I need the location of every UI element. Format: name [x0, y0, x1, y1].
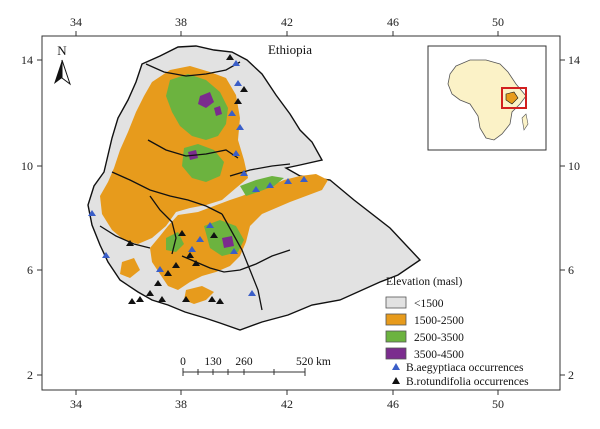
aegyptiaca-point [188, 246, 196, 252]
aegyptiaca-point [88, 210, 96, 216]
north-label: N [57, 43, 67, 58]
legend-swatch-3500-4500 [385, 347, 407, 360]
rotundifolia-point [208, 296, 216, 302]
aegyptiaca-point [300, 176, 308, 182]
aegyptiaca-point [240, 170, 248, 176]
rotundifolia-point [126, 240, 134, 246]
aegyptiaca-point [252, 186, 260, 192]
rotundifolia-point [172, 262, 180, 268]
ethiopia-highlight-box [501, 87, 527, 109]
rotundifolia-point [216, 298, 224, 304]
aegyptiaca-point [156, 266, 164, 272]
aegyptiaca-point [196, 236, 204, 242]
legend-aegyptiaca-icon [392, 363, 400, 370]
aegyptiaca-point [266, 182, 274, 188]
elevation-3500-4500 [188, 92, 234, 248]
aegyptiaca-point [248, 290, 256, 296]
x-tick-top-42: 42 [281, 15, 293, 29]
rotundifolia-point [136, 296, 144, 302]
x-tick-top-38: 38 [175, 15, 187, 29]
y-tick-right-6: 6 [568, 263, 574, 277]
legend-label-aegyptiaca: B.aegyptiaca occurrences [406, 362, 524, 374]
rotundifolia-point [182, 296, 190, 302]
y-tick-left-10: 10 [21, 159, 33, 173]
aegyptiaca-point [236, 124, 244, 130]
legend-label-lt1500: <1500 [414, 298, 444, 310]
africa-inset-map [427, 45, 547, 151]
rotundifolia-point [240, 86, 248, 92]
y-tick-right-2: 2 [568, 368, 574, 382]
x-axis-ticks [75, 31, 499, 395]
aegyptiaca-point [102, 252, 110, 258]
scale-label-130: 130 [204, 356, 222, 368]
y-tick-left-2: 2 [27, 368, 33, 382]
legend-swatch-1500-2500 [385, 313, 407, 326]
b-aegyptiaca-occurrences [88, 60, 308, 296]
y-tick-right-14: 14 [568, 53, 580, 67]
elevation-2500-3500 [166, 74, 284, 256]
africa-continent-shape [447, 59, 527, 141]
north-arrow-icon [54, 59, 71, 86]
rotundifolia-point [226, 54, 234, 60]
legend-swatch-2500-3500 [385, 330, 407, 343]
legend-title: Elevation (masl) [386, 276, 462, 288]
rotundifolia-point [178, 230, 186, 236]
scale-label-260: 260 [235, 356, 253, 368]
legend-label-2500-3500: 2500-3500 [414, 332, 464, 344]
x-tick-top-46: 46 [387, 15, 399, 29]
b-rotundifolia-occurrences [126, 54, 248, 304]
legend-swatch-lt1500 [385, 296, 407, 309]
y-axis-ticks [37, 59, 565, 376]
rotundifolia-point [158, 296, 166, 302]
aegyptiaca-point [234, 80, 242, 86]
legend: Elevation (masl) <1500 1500-2500 2500-35… [385, 276, 529, 388]
rotundifolia-point [146, 290, 154, 296]
legend-label-3500-4500: 3500-4500 [414, 349, 464, 361]
x-tick-bottom-38: 38 [175, 397, 187, 411]
rotundifolia-point [234, 98, 242, 104]
y-tick-left-14: 14 [21, 53, 33, 67]
legend-label-rotundifolia: B.rotundifolia occurrences [406, 376, 529, 388]
rotundifolia-point [186, 252, 194, 258]
rotundifolia-point [164, 270, 172, 276]
y-tick-left-6: 6 [27, 263, 33, 277]
x-tick-bottom-46: 46 [387, 397, 399, 411]
x-tick-bottom-34: 34 [70, 397, 82, 411]
aegyptiaca-point [232, 150, 240, 156]
x-tick-top-34: 34 [70, 15, 82, 29]
aegyptiaca-point [228, 110, 236, 116]
rotundifolia-point [128, 298, 136, 304]
rotundifolia-point [192, 260, 200, 266]
rotundifolia-point [210, 232, 218, 238]
y-tick-right-10: 10 [568, 159, 580, 173]
scale-label-0: 0 [180, 356, 186, 368]
regional-boundaries [99, 61, 291, 311]
legend-rotundifolia-icon [392, 377, 400, 384]
scale-label-520: 520 km [296, 356, 331, 368]
aegyptiaca-point [284, 178, 292, 184]
scale-bar [182, 368, 306, 376]
x-tick-bottom-50: 50 [492, 397, 504, 411]
rotundifolia-point [154, 280, 162, 286]
aegyptiaca-point [232, 60, 240, 66]
map-title: Ethiopia [268, 42, 312, 57]
aegyptiaca-point [230, 248, 238, 254]
x-tick-top-50: 50 [492, 15, 504, 29]
x-tick-bottom-42: 42 [281, 397, 293, 411]
legend-label-1500-2500: 1500-2500 [414, 315, 464, 327]
aegyptiaca-point [206, 222, 214, 228]
